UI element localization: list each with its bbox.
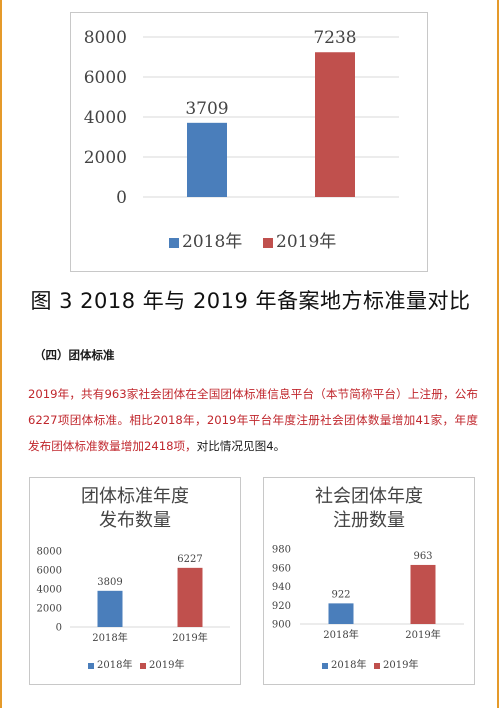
f3-legend-swatch-1 <box>169 238 179 248</box>
f4b-y-tick-label: 920 <box>272 601 291 612</box>
f4b-x-tick-label: 2019年 <box>405 628 440 641</box>
f4a-bar-1 <box>97 590 123 627</box>
f4b-y-tick-label: 940 <box>272 582 291 593</box>
page-border-right <box>497 0 499 708</box>
figure4-chart-right: 社会团体年度 注册数量 900 920 940 960 980 922 2018年 963 2019… <box>263 477 475 685</box>
page-border-left <box>0 0 2 708</box>
f4b-legend-label-2: 2019年 <box>383 658 418 671</box>
f4b-data-label-2: 963 <box>413 551 432 562</box>
f4a-x-tick-label: 2019年 <box>172 631 207 644</box>
f4b-y-tick-label: 980 <box>272 545 291 556</box>
f4a-data-label-2: 6227 <box>177 554 202 565</box>
f4a-y-tick-label: 0 <box>56 623 62 634</box>
f4a-title-line: 团体标准年度 <box>81 486 189 507</box>
figure3-chart: 0 2000 4000 6000 8000 3709 7238 2018年 2019年 <box>70 12 428 272</box>
f3-y-tick-label: 8000 <box>84 28 127 48</box>
f4b-bar-2 <box>410 564 436 624</box>
f4b-data-label-1: 922 <box>331 589 350 600</box>
f3-legend-label-2: 2019年 <box>276 232 336 252</box>
f4b-legend-label-1: 2018年 <box>331 658 366 671</box>
f4a-y-tick-label: 8000 <box>37 547 62 558</box>
f4a-y-tick-label: 2000 <box>37 604 62 615</box>
figure4-chart-left: 团体标准年度 发布数量 0 2000 4000 6000 8000 3809 2018年 6227… <box>29 477 241 685</box>
f4b-y-tick-label: 900 <box>272 620 291 631</box>
paragraph-tail: 对比情况见图4。 <box>196 439 286 453</box>
f4a-legend-label-1: 2018年 <box>97 658 132 671</box>
f4a-y-tick-label: 6000 <box>37 566 62 577</box>
f3-bar-2 <box>315 52 355 197</box>
f4b-bar-1 <box>328 603 354 624</box>
f3-legend-label-1: 2018年 <box>182 232 242 252</box>
f3-bar-1 <box>187 122 227 197</box>
f4b-y-tick-label: 960 <box>272 563 291 574</box>
f3-data-label-1: 3709 <box>185 99 228 119</box>
f4a-legend-label-2: 2019年 <box>149 658 184 671</box>
f4b-x-tick-label: 2018年 <box>323 628 358 641</box>
section-heading: （四）团体标准 <box>34 348 115 362</box>
f3-y-tick-label: 6000 <box>84 68 127 88</box>
f4a-x-tick-label: 2018年 <box>92 631 127 644</box>
f3-y-tick-label: 2000 <box>84 148 127 168</box>
f3-legend-swatch-2 <box>263 238 273 248</box>
f3-y-tick-label: 0 <box>116 188 127 208</box>
figure3-caption: 图 3 2018 年与 2019 年备案地方标准量对比 <box>30 289 471 313</box>
f4a-bar-2 <box>177 567 203 627</box>
f4b-title-line: 社会团体年度 <box>315 486 423 507</box>
f4a-title-line: 发布数量 <box>99 510 171 531</box>
f4a-data-label-1: 3809 <box>97 577 122 588</box>
f4b-legend-swatch-2 <box>374 663 380 669</box>
paragraph-main: 2019年，共有963家社会团体在全国团体标准信息平台（本节简称平台）上注册，公… <box>28 387 478 453</box>
figure3-chart-svg: 0 2000 4000 6000 8000 3709 7238 2018年 2019年 <box>84 28 399 252</box>
f4b-title-line: 注册数量 <box>333 510 405 531</box>
f4b-legend-swatch-1 <box>322 663 328 669</box>
section-paragraph: 2019年，共有963家社会团体在全国团体标准信息平台（本节简称平台）上注册，公… <box>28 381 478 459</box>
f4a-legend-swatch-2 <box>140 663 146 669</box>
f4a-legend-swatch-1 <box>88 663 94 669</box>
f4a-y-tick-label: 4000 <box>37 585 62 596</box>
f3-y-tick-label: 4000 <box>84 108 127 128</box>
f3-data-label-2: 7238 <box>313 28 356 48</box>
